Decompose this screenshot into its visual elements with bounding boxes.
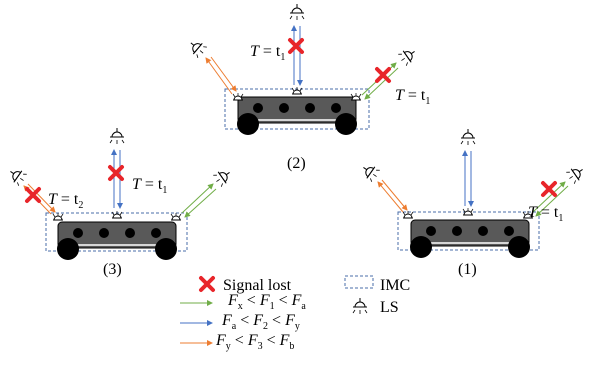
vehicle-3-group: T = t1 T = t2 (3) <box>5 127 235 278</box>
light-source-icon <box>564 163 588 185</box>
light-source-icon <box>396 45 420 67</box>
light-source-icon <box>358 161 382 183</box>
time-label-v2-right: T = t1 <box>395 87 430 107</box>
signal-lost-icon <box>25 187 41 203</box>
green-link-in <box>364 67 399 100</box>
photodetector-icon <box>462 207 474 216</box>
imc-box-3 <box>45 212 188 252</box>
legend-ls: LS <box>380 299 399 316</box>
photodetector-icon <box>52 212 64 221</box>
orange-link-in <box>210 56 237 92</box>
vehicle-1-group: T = t1 (1) <box>358 128 588 278</box>
green-link-out <box>181 183 214 214</box>
orange-link-in <box>27 183 56 213</box>
legend-imc-box <box>344 275 374 289</box>
vehicle-label-1: (1) <box>458 261 477 278</box>
green-link-in <box>535 185 569 217</box>
legend: Signal lost IMC LS Fx < F1 < Fa Fa < F2 … <box>180 275 410 352</box>
orange-link-out <box>377 181 404 213</box>
photodetector-icon <box>170 212 182 221</box>
time-label-v3-top: T = t1 <box>132 176 167 196</box>
legend-range-orange: Fy < F3 < Fb <box>215 332 294 352</box>
green-link-in <box>184 188 217 218</box>
photodetector-icon <box>291 86 303 95</box>
orange-link-in <box>381 179 408 211</box>
legend-signal-lost: Signal lost <box>223 277 292 294</box>
light-source-icon <box>5 165 29 187</box>
light-source-icon <box>211 166 235 188</box>
light-source-icon <box>289 3 305 21</box>
photodetector-icon <box>350 92 362 101</box>
light-source-icon <box>352 297 368 315</box>
photodetector-icon <box>232 92 244 101</box>
light-source-icon <box>109 127 125 145</box>
photodetector-icon <box>111 210 123 219</box>
signal-lost-icon <box>375 67 391 83</box>
vehicle-1 <box>409 219 531 259</box>
time-label-v2-top: T = t1 <box>250 43 285 63</box>
light-source-icon <box>185 36 209 60</box>
legend-range-green: Fx < F1 < Fa <box>227 292 306 312</box>
time-label-v3-left: T = t2 <box>48 191 83 211</box>
vehicle-2-group: T = t1 T = t1 (2) <box>185 3 430 172</box>
signal-lost-icon <box>541 181 557 197</box>
legend-range-blue: Fa < F2 < Fy <box>221 312 300 332</box>
green-link-out <box>532 181 566 213</box>
legend-imc: IMC <box>380 277 410 294</box>
vehicle-label-3: (3) <box>103 261 122 278</box>
vehicle-label-2: (2) <box>287 155 306 172</box>
signal-lost-icon <box>199 276 215 292</box>
time-label-v1-right: T = t1 <box>528 204 563 224</box>
light-source-icon <box>460 128 476 146</box>
orange-link-out <box>205 57 233 95</box>
vehicle-3 <box>56 221 178 261</box>
